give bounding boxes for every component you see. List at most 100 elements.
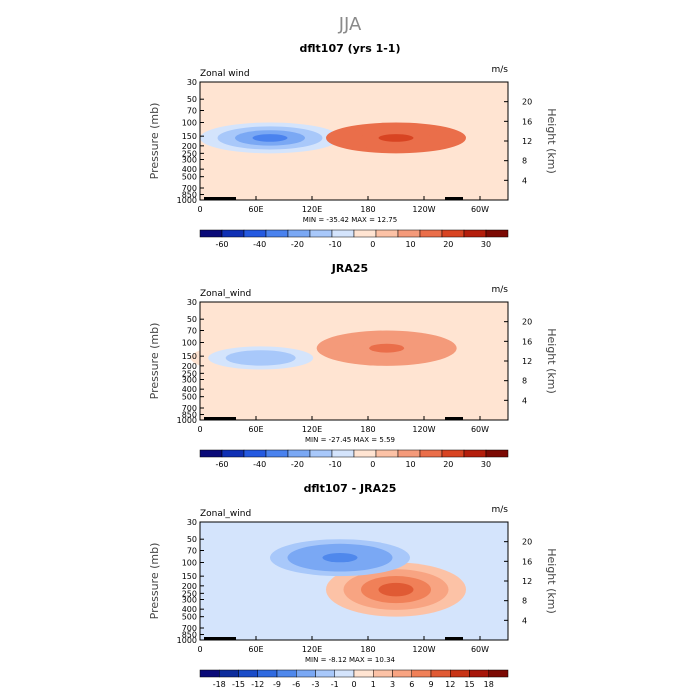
- y-tick-label: 1000: [177, 196, 197, 205]
- panel-1: dflt107 (yrs 1-1)Zonal wind m/s3050701001…: [148, 42, 558, 249]
- y2-tick-label: 16: [522, 117, 532, 126]
- colorbar-swatch: [315, 669, 335, 678]
- y-axis-label: Pressure (mb): [148, 103, 161, 180]
- variable-label: Zonal_wind: [200, 509, 251, 519]
- colorbar-swatch: [469, 669, 489, 678]
- y-tick-label: 500: [182, 393, 197, 402]
- x-tick-label: 120E: [302, 425, 322, 434]
- variable-label: Zonal wind: [200, 69, 250, 79]
- x-tick-label: 60E: [248, 645, 263, 654]
- y2-tick-label: 4: [522, 176, 527, 185]
- y-axis-label: Pressure (mb): [148, 323, 161, 400]
- x-tick-label: 180: [360, 425, 375, 434]
- y2-tick-label: 8: [522, 377, 527, 386]
- colorbar-swatch: [392, 669, 412, 678]
- y-tick-label: 200: [182, 582, 197, 591]
- x-tick-label: 180: [360, 645, 375, 654]
- colorbar-label: -20: [291, 460, 304, 469]
- y2-tick-label: 12: [522, 357, 532, 366]
- colorbar-swatch: [199, 229, 223, 238]
- panel-title: JRA25: [331, 262, 368, 275]
- colorbar-swatch: [441, 229, 465, 238]
- y-tick-label: 400: [182, 165, 197, 174]
- y2-tick-label: 16: [522, 557, 532, 566]
- colorbar-label: 10: [405, 460, 415, 469]
- y2-tick-label: 16: [522, 337, 532, 346]
- colorbar-swatch: [331, 229, 355, 238]
- y-tick-label: 250: [182, 589, 197, 598]
- y-tick-label: 50: [187, 315, 197, 324]
- y2-tick-label: 12: [522, 137, 532, 146]
- colorbar-label: -60: [215, 460, 228, 469]
- colorbar-label: -40: [253, 460, 266, 469]
- x-tick-label: 0: [197, 645, 202, 654]
- x-tick-label: 180: [360, 205, 375, 214]
- colorbar-swatch: [276, 669, 297, 678]
- colorbar-label: -1: [331, 680, 339, 689]
- contour-1-4: [252, 134, 288, 142]
- colorbar-swatch: [373, 669, 393, 678]
- page-title: JJA: [338, 14, 362, 35]
- x-tick-label: 60W: [471, 645, 489, 654]
- panel-title: dflt107 (yrs 1-1): [300, 42, 401, 55]
- colorbar-label: 10: [405, 240, 415, 249]
- colorbar-label: 0: [370, 460, 375, 469]
- stats-text: MIN = -27.45 MAX = 5.59: [305, 436, 395, 444]
- colorbar-swatch: [353, 229, 377, 238]
- colorbar-swatch: [441, 449, 465, 458]
- colorbar-label: -9: [273, 680, 281, 689]
- y-tick-label: 50: [187, 535, 197, 544]
- colorbar-swatch: [419, 229, 443, 238]
- units-label: m/s: [492, 285, 509, 295]
- colorbar-swatch: [334, 669, 355, 678]
- terrain-bar: [445, 637, 463, 640]
- terrain-bar: [204, 417, 236, 420]
- colorbar-label: 0: [351, 680, 356, 689]
- contour-2-4: [378, 134, 414, 142]
- y-tick-label: 200: [182, 142, 197, 151]
- colorbar-swatch: [488, 669, 509, 678]
- colorbar-label: 12: [445, 680, 455, 689]
- y2-axis-label: Height (km): [545, 108, 558, 174]
- colorbar-label: 6: [409, 680, 414, 689]
- y-tick-label: 500: [182, 173, 197, 182]
- colorbar-swatch: [265, 229, 289, 238]
- x-tick-label: 120E: [302, 645, 322, 654]
- y-tick-label: 300: [182, 595, 197, 604]
- colorbar-label: -18: [213, 680, 226, 689]
- colorbar-swatch: [485, 229, 509, 238]
- colorbar-swatch: [257, 669, 278, 678]
- colorbar-swatch: [287, 449, 311, 458]
- colorbar-swatch: [221, 229, 245, 238]
- x-tick-label: 0: [197, 205, 202, 214]
- colorbar-swatch: [430, 669, 451, 678]
- y-tick-label: 400: [182, 605, 197, 614]
- terrain-bar: [204, 197, 236, 200]
- colorbar-label: 18: [484, 680, 494, 689]
- y2-tick-label: 4: [522, 396, 527, 405]
- terrain-bar: [445, 197, 463, 200]
- x-tick-label: 120E: [302, 205, 322, 214]
- y-tick-label: 200: [182, 362, 197, 371]
- y2-axis-label: Height (km): [545, 548, 558, 614]
- colorbar-swatch: [238, 669, 258, 678]
- colorbar-swatch: [199, 449, 223, 458]
- y-tick-label: 850: [182, 631, 197, 640]
- colorbar-label: 15: [464, 680, 474, 689]
- y-axis-label: Pressure (mb): [148, 543, 161, 620]
- x-tick-label: 120W: [412, 645, 435, 654]
- y-tick-label: 1000: [177, 416, 197, 425]
- contour-1-4: [378, 582, 414, 597]
- y-tick-label: 70: [187, 327, 197, 336]
- y-tick-label: 300: [182, 375, 197, 384]
- colorbar-label: 30: [481, 460, 491, 469]
- y2-tick-label: 20: [522, 538, 532, 547]
- units-label: m/s: [492, 65, 509, 75]
- y-tick-label: 400: [182, 385, 197, 394]
- y2-tick-label: 4: [522, 616, 527, 625]
- contour-2-4: [322, 553, 358, 563]
- y-tick-label: 30: [187, 518, 197, 527]
- y-tick-label: 70: [187, 107, 197, 116]
- colorbar-swatch: [463, 229, 487, 238]
